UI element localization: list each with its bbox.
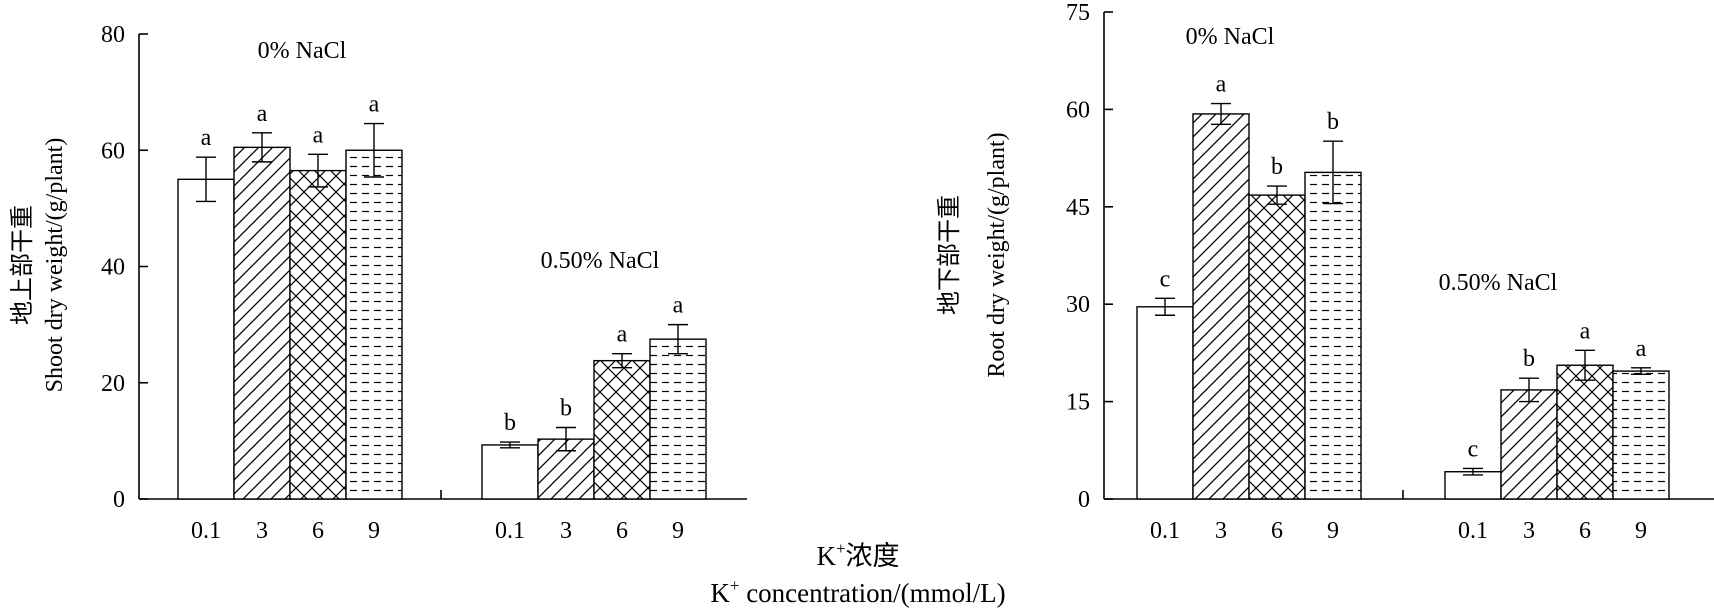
- group-label: 0.50% NaCl: [1439, 270, 1558, 296]
- x-tick-label: 9: [672, 518, 684, 544]
- x-tick-label: 9: [1635, 518, 1647, 544]
- significance-letter: c: [1468, 436, 1479, 462]
- y-axis-title-cn: 地下部干重: [936, 195, 963, 315]
- y-tick-label: 20: [101, 371, 125, 397]
- significance-letter: b: [1523, 346, 1535, 372]
- k-superscript-2: +: [730, 576, 740, 595]
- y-tick-label: 45: [1066, 195, 1090, 221]
- y-tick-label: 0: [1078, 487, 1090, 513]
- significance-letter: a: [673, 293, 684, 319]
- group-label: 0% NaCl: [1186, 24, 1275, 50]
- x-tick-label: 6: [1271, 518, 1283, 544]
- bar: [1612, 370, 1670, 500]
- x-tick-label: 3: [1215, 518, 1227, 544]
- root-weight-chart: 0 15 30 45 60 75 地下部干重 Root dry weight/(g/plant…: [936, 0, 1714, 544]
- significance-letter: b: [560, 396, 572, 422]
- x-tick-label: 9: [368, 518, 380, 544]
- y-axis-title: Shoot dry weight/(g/plant): [42, 138, 68, 393]
- significance-letter: c: [1160, 266, 1171, 292]
- y-tick-label: 60: [1066, 97, 1090, 123]
- bar: [1136, 306, 1194, 500]
- y-axis-title: Root dry weight/(g/plant): [984, 132, 1010, 377]
- x-tick-label: 0.1: [1150, 518, 1180, 544]
- bar: [1192, 113, 1250, 500]
- significance-letter: a: [257, 101, 268, 127]
- bar: [345, 149, 403, 500]
- x-axis-title-cn: 浓度: [846, 541, 900, 571]
- k-superscript: +: [836, 539, 846, 558]
- x-tick-label: 3: [256, 518, 268, 544]
- bar: [1556, 364, 1614, 500]
- x-tick-label: 3: [560, 518, 572, 544]
- x-axis-title-line2: K+ concentration/(mmol/L): [710, 576, 1005, 608]
- y-tick-label: 80: [101, 22, 125, 48]
- shared-x-axis-title: K+浓度 K+ concentration/(mmol/L): [710, 539, 1005, 608]
- bar: [649, 338, 707, 500]
- x-tick-label: 3: [1523, 518, 1535, 544]
- y-tick-label: 40: [101, 255, 125, 281]
- bar: [1500, 389, 1558, 500]
- x-tick-label: 6: [616, 518, 628, 544]
- bar: [1444, 471, 1502, 500]
- significance-letter: a: [369, 92, 380, 118]
- shoot-weight-chart: 0 20 40 60 80 地上部干重 Shoot dry weight/(g/plant)…: [9, 22, 747, 544]
- bar: [233, 146, 291, 500]
- bar: [1304, 171, 1362, 500]
- k-symbol: K: [816, 541, 836, 571]
- x-axis-title-en: concentration/(mmol/L): [739, 578, 1005, 608]
- significance-letter: b: [1271, 154, 1283, 180]
- bar: [177, 178, 235, 500]
- significance-letter: a: [1636, 336, 1647, 362]
- x-tick-label: 9: [1327, 518, 1339, 544]
- x-tick-label: 0.1: [495, 518, 525, 544]
- y-tick-label: 60: [101, 138, 125, 164]
- bar: [1248, 194, 1306, 500]
- significance-letter: a: [617, 322, 628, 348]
- bar: [289, 169, 347, 500]
- y-tick-label: 15: [1066, 390, 1090, 416]
- y-axis-title-cn: 地上部干重: [9, 205, 36, 325]
- significance-letter: a: [1216, 72, 1227, 98]
- significance-letter: a: [313, 122, 324, 148]
- y-tick-label: 0: [113, 487, 125, 513]
- x-tick-label: 6: [312, 518, 324, 544]
- y-tick-label: 75: [1066, 0, 1090, 26]
- significance-letter: a: [1580, 318, 1591, 344]
- x-axis-title-line1: K+浓度: [816, 539, 899, 571]
- x-tick-label: 0.1: [1458, 518, 1488, 544]
- bar: [593, 359, 651, 500]
- group-label: 0% NaCl: [258, 38, 347, 64]
- x-tick-label: 0.1: [191, 518, 221, 544]
- group-label: 0.50% NaCl: [541, 248, 660, 274]
- significance-letter: b: [1327, 109, 1339, 135]
- y-tick-label: 30: [1066, 292, 1090, 318]
- bar: [481, 444, 539, 500]
- significance-letter: b: [504, 410, 516, 436]
- x-tick-label: 6: [1579, 518, 1591, 544]
- k-symbol-2: K: [710, 578, 730, 608]
- significance-letter: a: [201, 125, 212, 151]
